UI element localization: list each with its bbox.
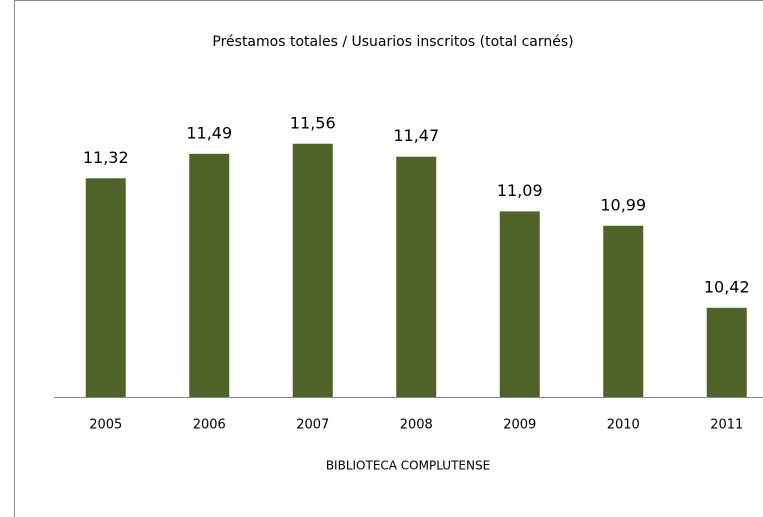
- bar: [706, 307, 747, 397]
- bar: [396, 156, 437, 397]
- data-label: 10,99: [600, 195, 646, 214]
- data-label: 11,09: [497, 181, 543, 200]
- x-axis-label: BIBLIOTECA COMPLUTENSE: [326, 459, 490, 473]
- x-tick-label: 2010: [607, 418, 640, 433]
- bar: [85, 178, 126, 397]
- data-label: 11,56: [290, 113, 336, 132]
- data-label: 11,49: [186, 123, 232, 142]
- x-tick-label: 2011: [710, 418, 743, 433]
- bar: [499, 211, 540, 397]
- bar: [603, 225, 644, 397]
- x-tick-label: 2008: [400, 418, 433, 433]
- data-label: 11,32: [83, 148, 129, 167]
- data-label: 11,47: [393, 126, 439, 145]
- bar: [189, 153, 230, 397]
- data-label: 10,42: [704, 277, 750, 296]
- x-tick-label: 2007: [296, 418, 329, 433]
- x-tick-label: 2006: [193, 418, 226, 433]
- x-tick-label: 2005: [89, 418, 122, 433]
- bar: [292, 143, 333, 397]
- chart-title: Préstamos totales / Usuarios inscritos (…: [212, 34, 573, 50]
- x-tick-label: 2009: [503, 418, 536, 433]
